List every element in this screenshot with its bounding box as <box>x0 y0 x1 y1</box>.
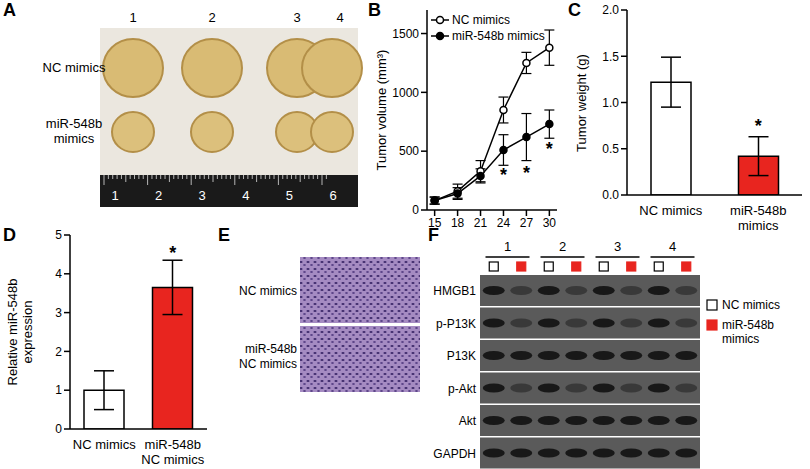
html-text:C: C <box>568 0 581 20</box>
svg-text:1: 1 <box>111 188 118 203</box>
svg-text:NC mimics: NC mimics <box>722 298 780 312</box>
svg-text:0: 0 <box>412 203 419 217</box>
svg-text:p-P13K: p-P13K <box>436 317 476 331</box>
svg-text:*: * <box>500 165 507 185</box>
html-text:F: F <box>428 225 439 245</box>
svg-text:30: 30 <box>543 216 557 230</box>
svg-text:2: 2 <box>208 10 215 25</box>
svg-text:18: 18 <box>451 216 465 230</box>
svg-text:GAPDH: GAPDH <box>433 447 476 461</box>
svg-text:1500: 1500 <box>392 27 419 41</box>
svg-text:15: 15 <box>428 216 442 230</box>
svg-text:NC mimics: NC mimics <box>239 357 297 371</box>
svg-text:miR-548bmimics: miR-548bmimics <box>730 203 786 233</box>
html-text:B: B <box>368 0 381 20</box>
svg-text:1: 1 <box>129 10 136 25</box>
svg-text:*: * <box>523 163 530 183</box>
svg-text:P13K: P13K <box>447 349 476 363</box>
svg-text:4: 4 <box>669 239 676 254</box>
svg-text:1.5: 1.5 <box>602 50 619 64</box>
svg-text:*: * <box>546 139 553 159</box>
svg-text:4: 4 <box>336 10 343 25</box>
html-text:Relative miR-548b: Relative miR-548b <box>5 278 20 386</box>
svg-text:HMGB1: HMGB1 <box>433 284 476 298</box>
html-text:Tumor weight (g): Tumor weight (g) <box>573 53 589 152</box>
svg-text:24: 24 <box>497 216 511 230</box>
svg-text:27: 27 <box>520 216 534 230</box>
svg-text:0.5: 0.5 <box>602 142 619 156</box>
svg-text:NC mimics: NC mimics <box>73 437 136 452</box>
svg-text:miR-548b: miR-548b <box>245 342 297 356</box>
svg-text:500: 500 <box>399 144 419 158</box>
svg-text:1: 1 <box>55 383 62 397</box>
html-text:E: E <box>218 225 230 245</box>
svg-text:2: 2 <box>55 345 62 359</box>
svg-text:NC mimics: NC mimics <box>43 60 106 75</box>
svg-text:*: * <box>755 116 762 136</box>
svg-text:0.0: 0.0 <box>602 188 619 202</box>
html-text:miR-548b mimics: miR-548b mimics <box>452 29 545 43</box>
html-text:D: D <box>3 225 16 245</box>
html-text:expression: expression <box>20 300 35 364</box>
svg-text:0: 0 <box>55 422 62 436</box>
svg-text:2: 2 <box>559 239 566 254</box>
svg-text:miR-548bNC mimics: miR-548bNC mimics <box>141 437 204 467</box>
svg-text:1000: 1000 <box>392 86 419 100</box>
html-text:Tumor volume (mm³): Tumor volume (mm³) <box>373 49 389 171</box>
svg-text:3: 3 <box>293 10 300 25</box>
svg-text:21: 21 <box>474 216 488 230</box>
svg-text:4: 4 <box>242 188 249 203</box>
svg-text:mimics: mimics <box>722 332 759 346</box>
svg-text:2.0: 2.0 <box>602 3 619 17</box>
svg-text:3: 3 <box>55 306 62 320</box>
svg-text:NC mimics: NC mimics <box>239 284 297 298</box>
svg-text:5: 5 <box>286 188 293 203</box>
svg-text:NC mimics: NC mimics <box>639 203 702 218</box>
svg-text:2: 2 <box>155 188 162 203</box>
svg-text:4: 4 <box>55 267 62 281</box>
svg-text:*: * <box>169 243 176 263</box>
svg-text:miR-548b: miR-548b <box>722 318 774 332</box>
svg-text:6: 6 <box>329 188 336 203</box>
svg-text:1: 1 <box>504 239 511 254</box>
html-text:A: A <box>3 0 16 20</box>
svg-text:3: 3 <box>199 188 206 203</box>
svg-text:mimics: mimics <box>54 131 95 146</box>
html-text:NC mimics: NC mimics <box>452 13 510 27</box>
svg-text:1.0: 1.0 <box>602 96 619 110</box>
svg-text:miR-548b: miR-548b <box>46 116 102 131</box>
svg-text:3: 3 <box>614 239 621 254</box>
svg-text:Akt: Akt <box>459 414 477 428</box>
svg-text:p-Akt: p-Akt <box>448 382 477 396</box>
svg-text:5: 5 <box>55 228 62 242</box>
